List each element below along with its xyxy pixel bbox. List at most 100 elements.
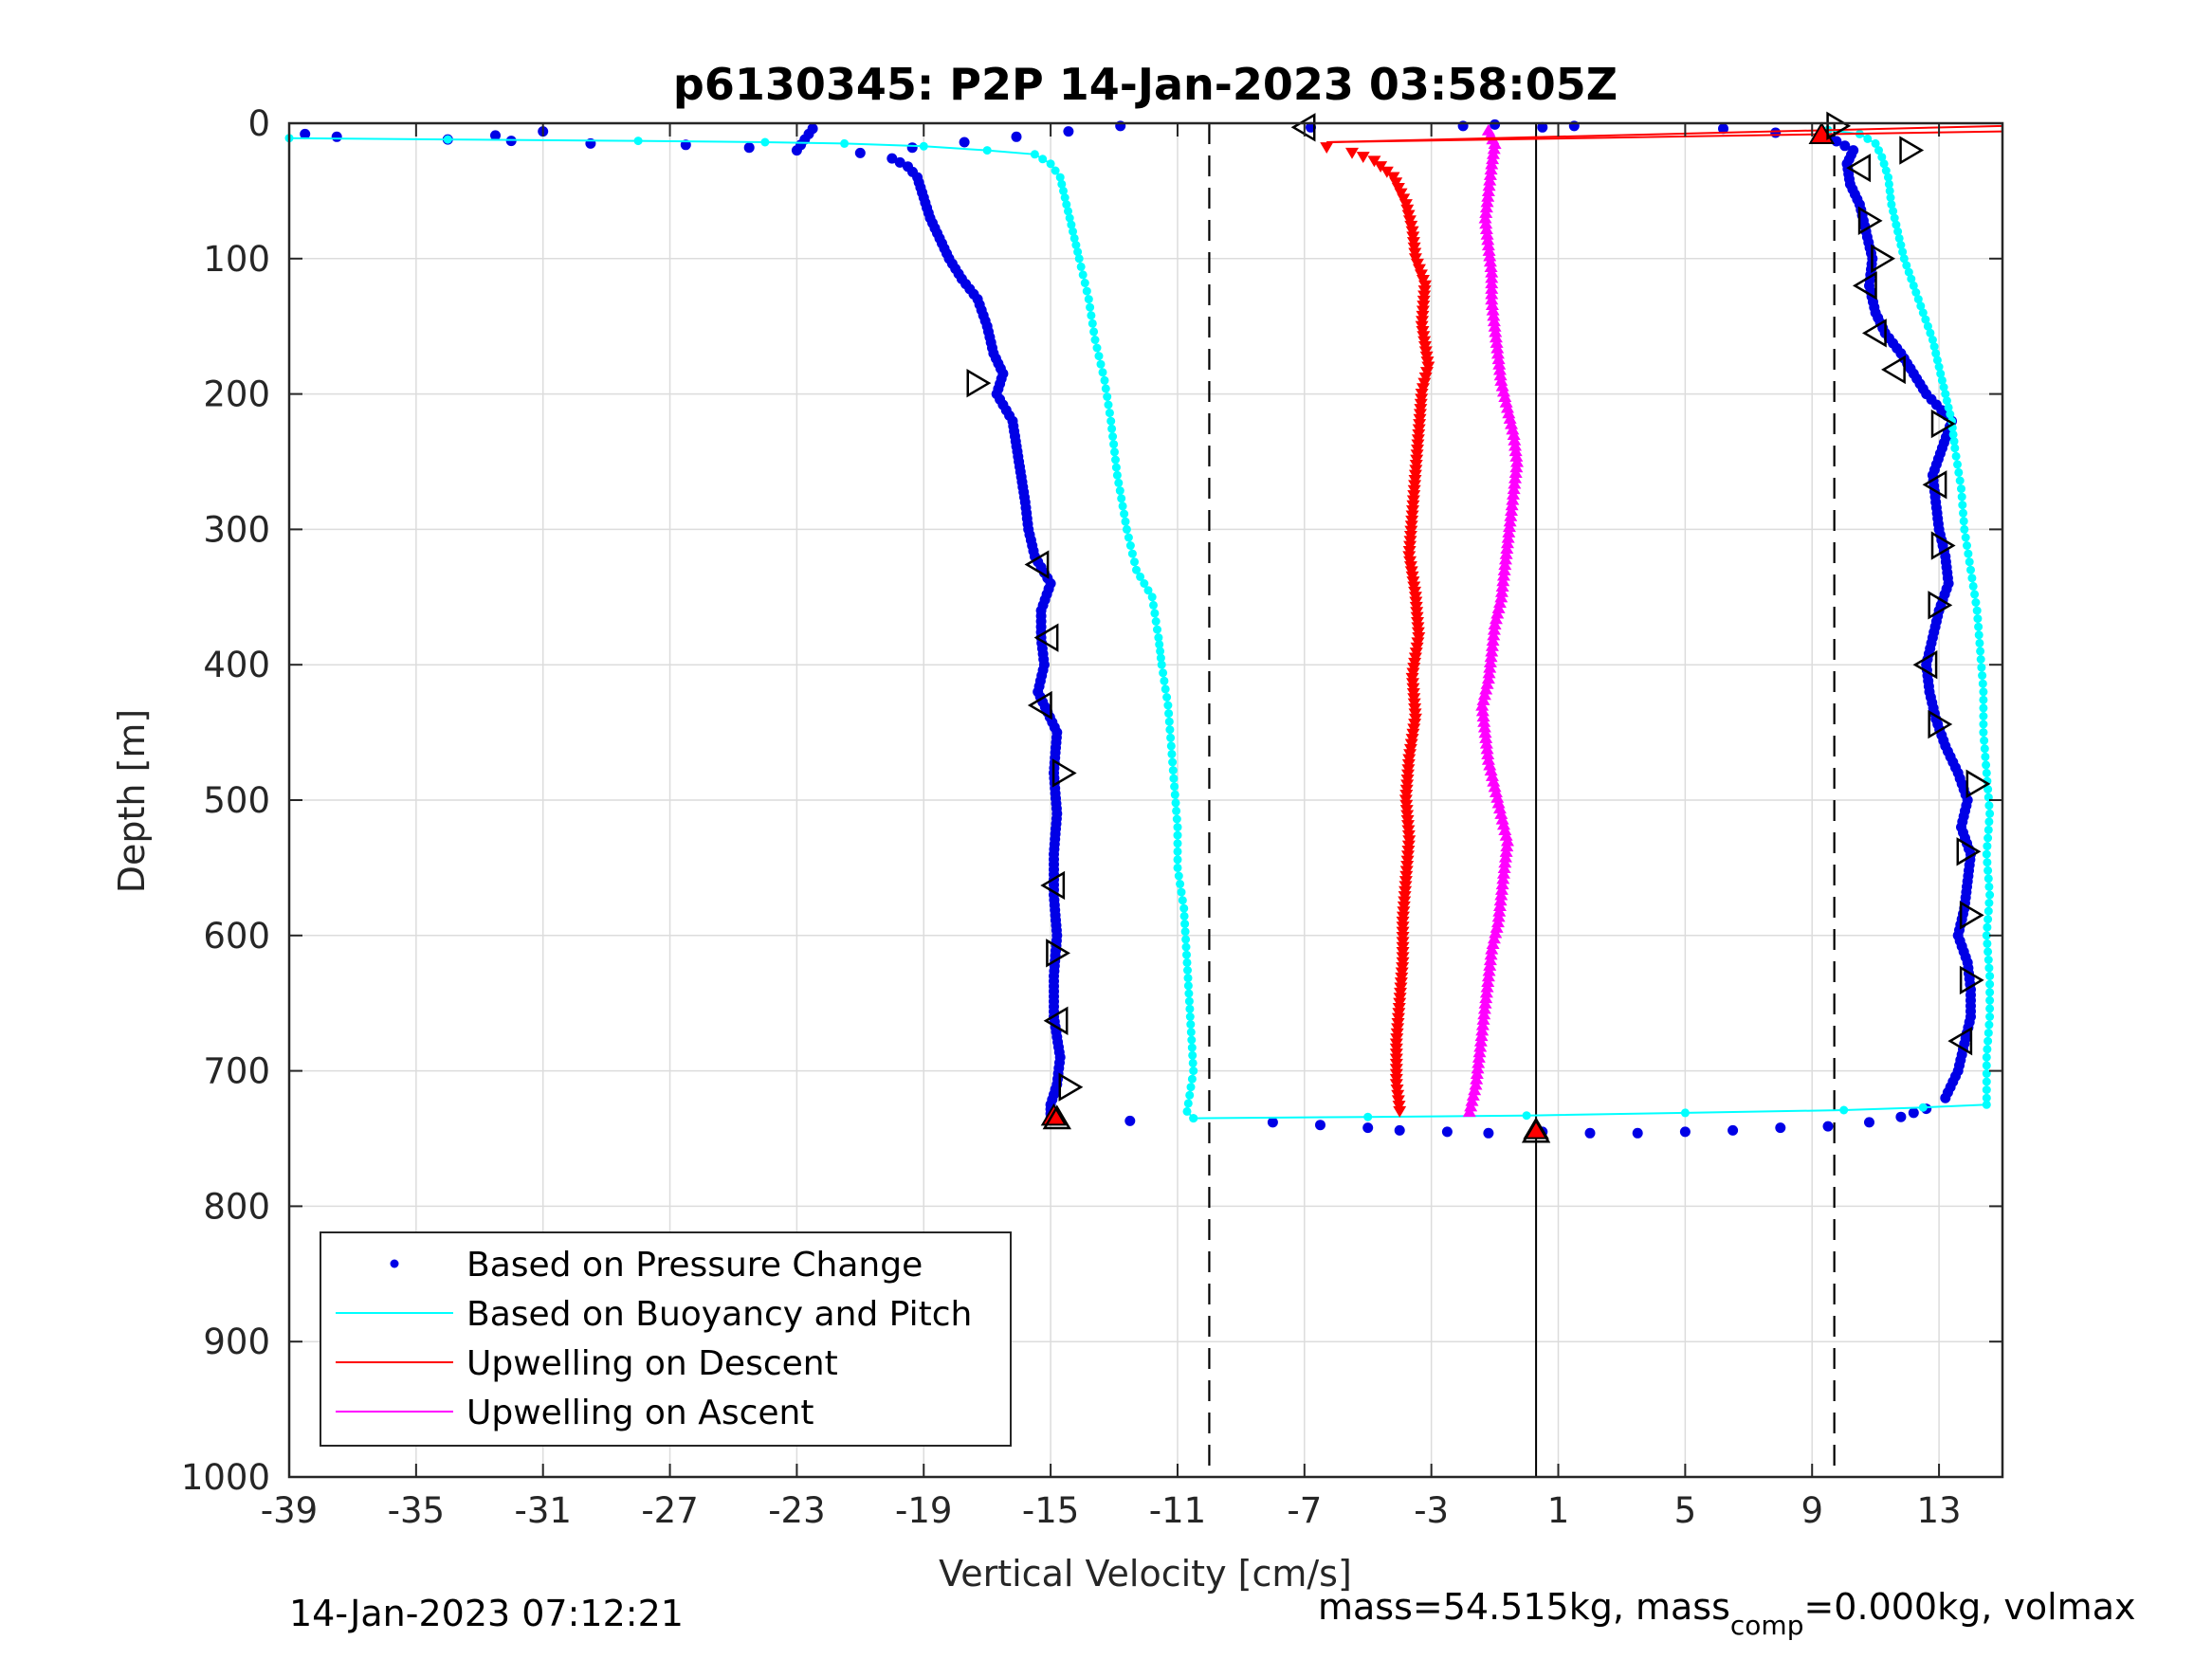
- pressure-change-bottom-turn-point: [1679, 1126, 1691, 1138]
- open-triangle-marker: [1033, 623, 1059, 652]
- buoyancy-and-pitch-descent-point: [1171, 798, 1180, 808]
- x-tick-label: -15: [1022, 1490, 1079, 1531]
- buoyancy-and-pitch-ascent-point: [1979, 728, 1988, 738]
- buoyancy-and-pitch-descent-point: [1107, 424, 1117, 433]
- buoyancy-and-pitch-descent-point: [1159, 668, 1168, 678]
- buoyancy-and-pitch-ascent-point: [1985, 1012, 1995, 1021]
- buoyancy-and-pitch-descent-point: [1183, 981, 1193, 991]
- buoyancy-and-pitch-ascent-point: [1874, 146, 1883, 155]
- buoyancy-and-pitch-ascent-point: [1982, 1077, 1991, 1086]
- footer-mass-part1: mass=54.515kg, mass: [1318, 1586, 1730, 1628]
- buoyancy-and-pitch-ascent-point: [1982, 760, 1991, 770]
- buoyancy-and-pitch-descent-point: [1186, 1020, 1196, 1030]
- pressure-change-bottom-turn-point: [1315, 1120, 1325, 1131]
- buoyancy-and-pitch-descent-point: [840, 138, 850, 148]
- data-series: [284, 118, 2003, 1139]
- turn-markers: [966, 111, 1991, 1143]
- x-tick-label: -11: [1149, 1490, 1206, 1531]
- pressure-change-descent-point: [807, 123, 818, 135]
- buoyancy-and-pitch-ascent-point: [1884, 173, 1892, 182]
- pressure-change-bottom-turn-point: [1362, 1122, 1374, 1134]
- buoyancy-and-pitch-descent-point: [1121, 517, 1130, 526]
- buoyancy-and-pitch-ascent-point: [1975, 638, 1984, 647]
- buoyancy-and-pitch-ascent-point: [1982, 768, 1991, 777]
- open-triangle-marker: [1912, 650, 1938, 680]
- footer-mass-info: mass=54.515kg, masscomp=0.000kg, volmax: [1318, 1586, 2135, 1641]
- buoyancy-and-pitch-descent-point: [1101, 384, 1110, 393]
- buoyancy-and-pitch-ascent-point: [1983, 785, 1993, 794]
- x-tick-label: -7: [1287, 1490, 1322, 1531]
- buoyancy-and-pitch-ascent-point: [1954, 467, 1964, 477]
- open-triangle-marker: [1043, 1006, 1069, 1035]
- open-triangle-marker: [1826, 111, 1852, 141]
- open-triangle-marker: [1922, 470, 1947, 500]
- buoyancy-and-pitch-descent-point: [1185, 1004, 1195, 1013]
- buoyancy-and-pitch-ascent-point: [1985, 1004, 1995, 1013]
- buoyancy-and-pitch-descent-point: [1182, 957, 1192, 967]
- buoyancy-and-pitch-ascent-point: [1890, 213, 1899, 223]
- x-tick-label: -3: [1414, 1490, 1449, 1531]
- pressure-change-ascent-point: [1537, 121, 1548, 133]
- buoyancy-and-pitch-ascent-point: [1955, 476, 1965, 485]
- buoyancy-and-pitch-descent-point: [1059, 186, 1068, 195]
- pressure-change-descent-point: [906, 142, 918, 154]
- y-tick-label: 700: [203, 1051, 270, 1092]
- buoyancy-and-pitch-descent-point: [1173, 823, 1182, 832]
- pressure-change-descent-point: [959, 137, 970, 148]
- y-tick-label: 0: [247, 103, 270, 144]
- buoyancy-and-pitch-descent-point: [1181, 935, 1191, 944]
- buoyancy-and-pitch-descent-point: [1183, 966, 1192, 975]
- buoyancy-and-pitch-descent-point: [919, 141, 928, 151]
- buoyancy-and-pitch-descent-point: [1127, 549, 1137, 558]
- buoyancy-and-pitch-descent-point: [1069, 233, 1079, 243]
- buoyancy-and-pitch-ascent-point: [1984, 899, 1994, 907]
- open-triangle-marker: [966, 368, 992, 398]
- pressure-change-ascent-point: [1490, 118, 1501, 130]
- buoyancy-and-pitch-descent-point: [1155, 640, 1164, 649]
- open-triangle-marker: [1046, 939, 1070, 968]
- buoyancy-and-pitch-ascent-point: [1913, 295, 1923, 304]
- buoyancy-and-pitch-ascent-point: [1939, 383, 1948, 392]
- pressure-change-bottom-turn-point: [1632, 1127, 1643, 1139]
- buoyancy-and-pitch-descent-point: [1154, 633, 1163, 643]
- open-triangle-marker: [1024, 550, 1050, 579]
- pressure-change-descent-point: [894, 156, 905, 168]
- buoyancy-and-pitch-descent-point: [1172, 806, 1181, 815]
- buoyancy-and-pitch-ascent-point: [1980, 744, 1989, 754]
- x-tick-label: -27: [641, 1490, 698, 1531]
- buoyancy-and-pitch-descent-point: [1173, 830, 1182, 840]
- chart-title: p6130345: P2P 14-Jan-2023 03:58:05Z: [673, 59, 1618, 110]
- buoyancy-and-pitch-descent-point: [1173, 863, 1182, 872]
- buoyancy-and-pitch-ascent-point: [1983, 858, 1992, 867]
- pressure-change-descent-point: [1124, 1115, 1136, 1126]
- y-tick-label: 500: [203, 780, 270, 821]
- buoyancy-and-pitch-ascent-point: [1985, 890, 1995, 900]
- buoyancy-and-pitch-ascent-point: [1984, 817, 1994, 827]
- buoyancy-and-pitch-descent-point: [1084, 295, 1093, 304]
- buoyancy-and-pitch-descent-point: [1164, 717, 1174, 726]
- buoyancy-and-pitch-descent-point: [1073, 247, 1083, 257]
- buoyancy-and-pitch-descent-point: [1182, 950, 1191, 959]
- buoyancy-and-pitch-ascent-point: [1979, 695, 1988, 704]
- pressure-change-bottom-turn-point: [1483, 1127, 1494, 1139]
- buoyancy-and-pitch-descent-point: [1120, 509, 1129, 519]
- buoyancy-and-pitch-descent-point: [1164, 709, 1174, 719]
- y-tick-label: 800: [203, 1186, 270, 1227]
- legend-label-pressure: Based on Pressure Change: [466, 1246, 923, 1285]
- legend-label-descent: Upwelling on Descent: [466, 1344, 838, 1383]
- pressure-change-descent-point: [854, 147, 866, 158]
- buoyancy-and-pitch-descent-point: [1076, 262, 1086, 271]
- buoyancy-and-pitch-ascent-point: [1983, 922, 1992, 932]
- buoyancy-and-pitch-ascent-point: [1971, 598, 1981, 607]
- buoyancy-and-pitch-descent-point: [1177, 887, 1186, 897]
- footer-mass-part2: =0.000kg, volmax: [1803, 1586, 2135, 1628]
- x-tick-label: -19: [895, 1490, 952, 1531]
- buoyancy-and-pitch-ascent-point: [1983, 939, 1992, 948]
- buoyancy-and-pitch-descent-point: [1060, 193, 1069, 202]
- legend-label-buoyancy: Based on Buoyancy and Pitch: [466, 1295, 972, 1334]
- red-turn-marker: [1040, 1103, 1068, 1126]
- buoyancy-and-pitch-ascent-point: [1970, 590, 1980, 599]
- open-triangle-marker: [1852, 271, 1877, 301]
- open-triangle-marker: [1042, 1104, 1071, 1130]
